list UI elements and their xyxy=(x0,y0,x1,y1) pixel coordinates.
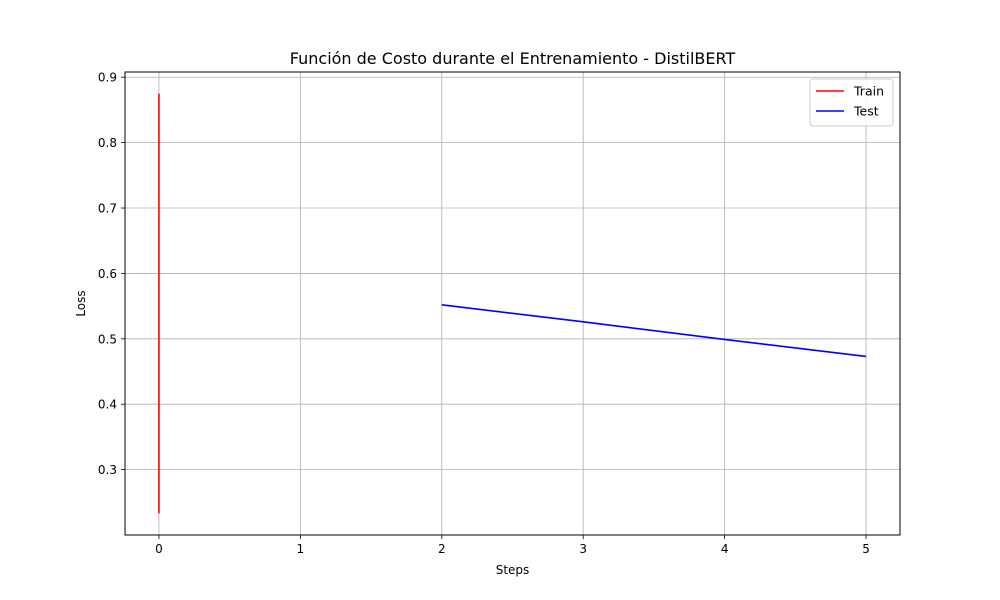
y-tick-label: 0.8 xyxy=(98,136,117,150)
x-tick-label: 3 xyxy=(579,542,587,556)
y-tick-label: 0.6 xyxy=(98,267,117,281)
y-tick-label: 0.7 xyxy=(98,202,117,216)
grid-lines xyxy=(125,72,900,535)
series-lines xyxy=(158,93,867,514)
x-tick-label: 4 xyxy=(721,542,729,556)
y-axis-label: Loss xyxy=(74,290,88,316)
x-tick-label: 0 xyxy=(155,542,163,556)
x-tick-label: 1 xyxy=(297,542,305,556)
legend-label-train: Train xyxy=(853,84,884,99)
plot-frame xyxy=(124,71,901,536)
legend-label-test: Test xyxy=(853,104,879,119)
y-tick-label: 0.3 xyxy=(98,463,117,477)
axis-ticks: 0 1 2 3 4 5 0.3 0.4 0.5 0.6 0.7 0.8 0.9 xyxy=(98,71,870,556)
legend: Train Test xyxy=(809,78,894,127)
chart-title: Función de Costo durante el Entrenamient… xyxy=(290,49,736,68)
y-tick-label: 0.9 xyxy=(98,71,117,85)
x-axis-label: Steps xyxy=(496,563,530,577)
y-tick-label: 0.5 xyxy=(98,332,117,346)
series-line-test xyxy=(441,304,867,358)
x-tick-label: 2 xyxy=(438,542,446,556)
y-tick-label: 0.4 xyxy=(98,398,117,412)
x-tick-label: 5 xyxy=(862,542,870,556)
